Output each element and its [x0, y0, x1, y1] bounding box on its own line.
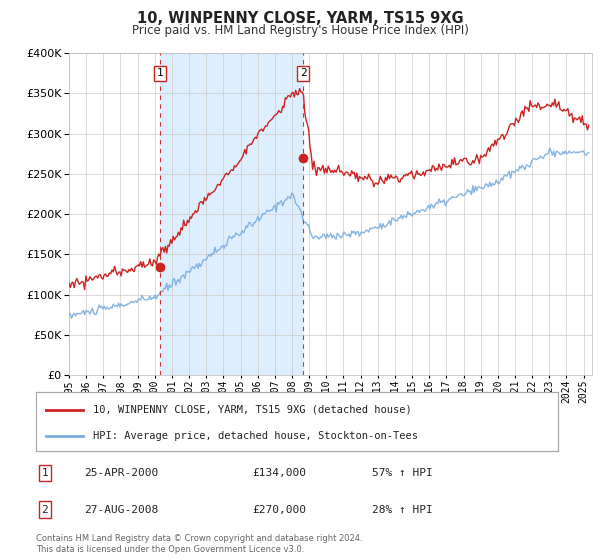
Text: Contains HM Land Registry data © Crown copyright and database right 2024.
This d: Contains HM Land Registry data © Crown c… [36, 534, 362, 554]
Text: 25-APR-2000: 25-APR-2000 [84, 468, 158, 478]
Text: 1: 1 [41, 468, 49, 478]
Text: 2: 2 [300, 68, 307, 78]
Text: 1: 1 [157, 68, 164, 78]
Text: HPI: Average price, detached house, Stockton-on-Tees: HPI: Average price, detached house, Stoc… [94, 431, 418, 441]
Text: 2: 2 [41, 505, 49, 515]
Bar [160, 53, 303, 375]
Text: 28% ↑ HPI: 28% ↑ HPI [372, 505, 433, 515]
Text: Price paid vs. HM Land Registry's House Price Index (HPI): Price paid vs. HM Land Registry's House … [131, 24, 469, 36]
Text: 10, WINPENNY CLOSE, YARM, TS15 9XG: 10, WINPENNY CLOSE, YARM, TS15 9XG [137, 11, 463, 26]
Text: 10, WINPENNY CLOSE, YARM, TS15 9XG (detached house): 10, WINPENNY CLOSE, YARM, TS15 9XG (deta… [94, 405, 412, 414]
Text: 57% ↑ HPI: 57% ↑ HPI [372, 468, 433, 478]
Text: 27-AUG-2008: 27-AUG-2008 [84, 505, 158, 515]
Text: £270,000: £270,000 [252, 505, 306, 515]
Text: £134,000: £134,000 [252, 468, 306, 478]
